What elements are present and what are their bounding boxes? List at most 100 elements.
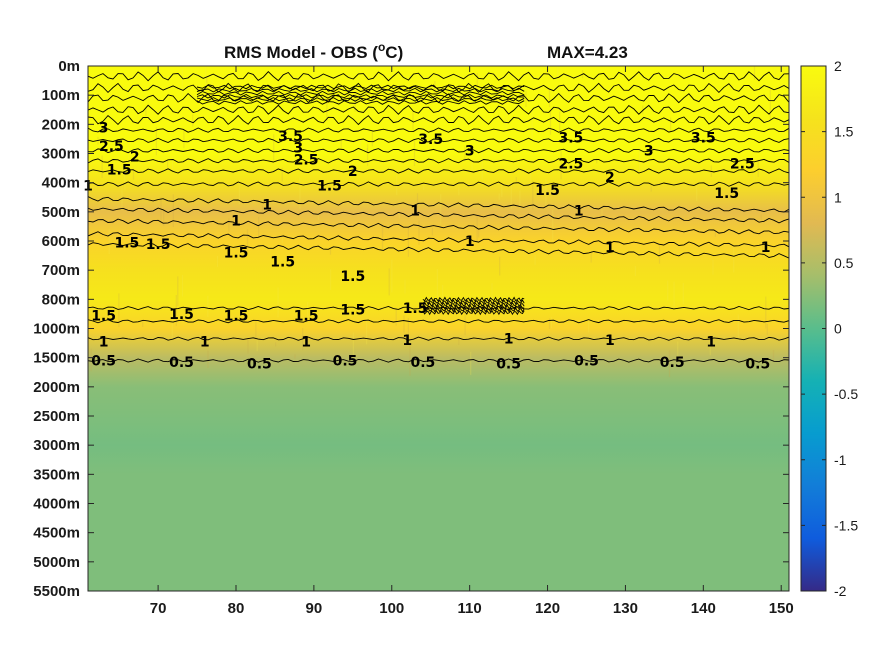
contour-label: 1.5 bbox=[169, 307, 194, 323]
field-streak bbox=[218, 153, 220, 159]
field-streak bbox=[281, 167, 283, 182]
field-streak bbox=[319, 73, 321, 80]
contour-label: 1 bbox=[504, 332, 514, 348]
field-streak bbox=[246, 229, 249, 252]
field-streak bbox=[216, 255, 219, 267]
field-streak bbox=[124, 172, 126, 191]
field-streak bbox=[458, 338, 460, 345]
contour-band-line bbox=[196, 87, 525, 93]
field-streak bbox=[557, 66, 559, 77]
chart-title-unit-superscript: o bbox=[378, 40, 385, 54]
contour-label: 0.5 bbox=[496, 357, 521, 373]
contour-band-line bbox=[196, 84, 525, 90]
x-tick-label: 130 bbox=[613, 600, 638, 617]
field-streak bbox=[471, 161, 473, 170]
field-streak bbox=[650, 185, 652, 192]
contour-label: 0.5 bbox=[410, 355, 435, 371]
field-streak bbox=[634, 266, 636, 277]
contour-label: 2 bbox=[130, 149, 140, 165]
contour-label: 1.5 bbox=[107, 163, 132, 179]
field-streak bbox=[737, 314, 739, 341]
y-tick-label: 4500m bbox=[33, 525, 80, 542]
field-streak bbox=[769, 90, 771, 119]
contour-line bbox=[88, 137, 789, 144]
contour-label: 1 bbox=[301, 335, 311, 351]
contour-label: 1 bbox=[402, 333, 412, 349]
contour-label: 1 bbox=[605, 240, 615, 256]
contour-line bbox=[88, 242, 789, 259]
contour-label: 2 bbox=[348, 164, 358, 180]
contour-line bbox=[88, 104, 789, 115]
y-tick-label: 3000m bbox=[33, 437, 80, 454]
contour-band-line bbox=[422, 307, 525, 313]
field-streak bbox=[177, 276, 179, 306]
y-tick-label: 3500m bbox=[33, 466, 80, 483]
contour-label: 3.5 bbox=[278, 129, 303, 145]
field-streak bbox=[491, 283, 493, 315]
contour-line bbox=[88, 168, 789, 174]
chart-title-unit-tail: C) bbox=[385, 43, 403, 62]
field-streak bbox=[757, 159, 759, 177]
contour-label: 2 bbox=[605, 170, 615, 186]
y-tick-label: 800m bbox=[42, 291, 80, 308]
contour-label: 1.5 bbox=[340, 269, 365, 285]
field-streak bbox=[427, 138, 429, 155]
colorbar-ticks: 2 1.5 1 0.5 0 -0.5 -1 -1.5 -2 bbox=[801, 58, 858, 599]
x-tick-label: 140 bbox=[691, 600, 716, 617]
field-streak bbox=[416, 193, 419, 209]
contour-label: 1 bbox=[706, 335, 716, 351]
field-streak bbox=[532, 180, 534, 210]
field-streak bbox=[476, 73, 478, 87]
field-streak bbox=[560, 151, 562, 180]
contour-label: 1.5 bbox=[317, 179, 342, 195]
contour-lines bbox=[88, 71, 789, 363]
field-streak bbox=[431, 227, 433, 236]
contour-label: 0.5 bbox=[745, 357, 770, 373]
field-streak bbox=[510, 182, 512, 209]
contour-line bbox=[88, 114, 789, 126]
field-streak bbox=[395, 308, 397, 326]
y-tick-label: 500m bbox=[42, 204, 80, 221]
contour-line bbox=[88, 336, 789, 341]
contour-label: 1 bbox=[262, 198, 272, 214]
field-streak bbox=[673, 281, 675, 307]
y-tick-label: 4000m bbox=[33, 496, 80, 513]
field-streak bbox=[172, 155, 174, 173]
field-streak bbox=[396, 87, 398, 121]
colorbar-tick-label: -2 bbox=[834, 583, 847, 599]
contour-line bbox=[88, 207, 789, 224]
contour-line bbox=[88, 127, 789, 133]
chart-title-main: RMS Model - OBS ( bbox=[224, 43, 378, 62]
field-streak bbox=[464, 305, 466, 336]
axes: 70 80 90 100 110 120 130 140 150 0m 100m 200m 300m 4… bbox=[33, 58, 793, 617]
contour-label: 1 bbox=[99, 335, 109, 351]
field-streak bbox=[261, 205, 263, 212]
contour-line bbox=[88, 147, 789, 154]
contour-band-line bbox=[196, 100, 525, 105]
field-streak bbox=[160, 196, 162, 224]
contour-band-line bbox=[196, 90, 525, 96]
contour-label: 3.5 bbox=[558, 131, 583, 147]
colorbar-tick-label: 0 bbox=[834, 321, 842, 337]
field-streak bbox=[137, 112, 139, 120]
field-streak bbox=[638, 146, 641, 171]
field-streak bbox=[458, 187, 460, 196]
contour-label: 1.5 bbox=[224, 308, 249, 324]
field-streak bbox=[167, 160, 169, 168]
field-streak bbox=[714, 230, 716, 237]
field-streak bbox=[515, 177, 517, 184]
field-streak bbox=[340, 138, 342, 150]
field-streak bbox=[548, 88, 551, 108]
field-streak bbox=[464, 146, 466, 161]
y-tick-label: 5500m bbox=[33, 583, 80, 600]
y-tick-label: 1500m bbox=[33, 350, 80, 367]
contour-label: 2.5 bbox=[294, 152, 319, 168]
contour-band-line bbox=[422, 299, 525, 305]
y-tick-label: 0m bbox=[58, 58, 80, 75]
colorbar-tick-label: -1.5 bbox=[834, 517, 858, 533]
field-streak bbox=[192, 114, 194, 127]
field-streak bbox=[478, 229, 480, 238]
contour-label: 1 bbox=[761, 240, 771, 256]
contour-line bbox=[88, 158, 789, 164]
field-streak bbox=[171, 310, 173, 339]
